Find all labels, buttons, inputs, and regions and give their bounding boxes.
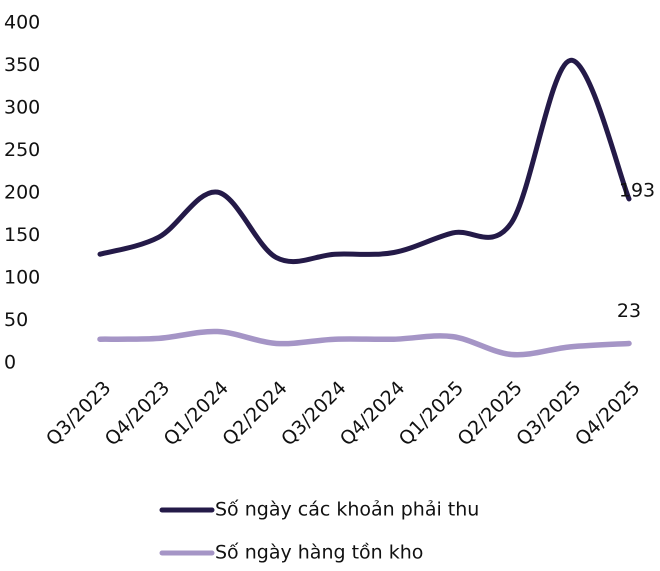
y-tick-label: 150 — [4, 224, 40, 246]
y-tick-label: 300 — [4, 97, 40, 119]
series-line — [97, 57, 632, 265]
data-label: 23 — [617, 300, 641, 322]
y-tick-label: 100 — [4, 267, 40, 289]
legend-label: Số ngày các khoản phải thu — [215, 499, 479, 521]
legend-label: Số ngày hàng tồn kho — [215, 542, 423, 564]
series-line — [97, 328, 632, 358]
y-tick-label: 400 — [4, 12, 40, 34]
y-tick-label: 350 — [4, 54, 40, 76]
x-tick-label: Q4/2025 — [571, 377, 644, 450]
y-tick-label: 0 — [4, 352, 16, 374]
data-label: 193 — [619, 179, 655, 201]
y-tick-label: 200 — [4, 182, 40, 204]
y-tick-label: 250 — [4, 139, 40, 161]
y-tick-label: 50 — [4, 309, 28, 331]
